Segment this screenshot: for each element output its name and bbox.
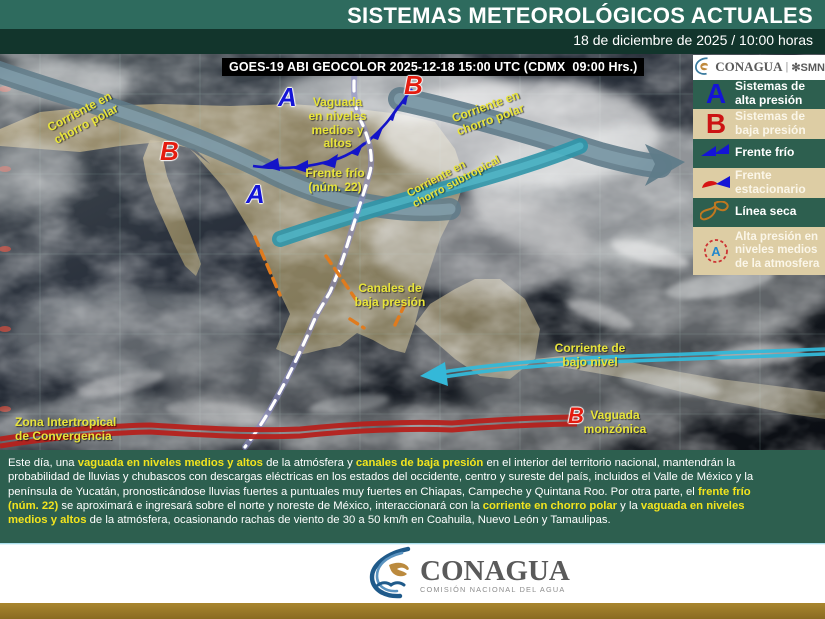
svg-text:COMISIÓN NACIONAL DEL AGUA: COMISIÓN NACIONAL DEL AGUA — [420, 585, 565, 594]
svg-text:A: A — [711, 244, 721, 259]
svg-text:CONAGUA: CONAGUA — [420, 555, 570, 587]
